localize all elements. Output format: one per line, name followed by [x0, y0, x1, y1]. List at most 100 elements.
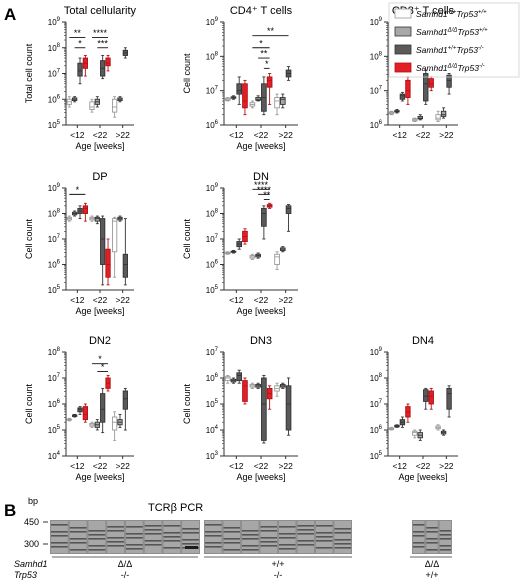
gel-group-samhd1: +/+: [271, 559, 284, 569]
box-dko: [428, 390, 434, 405]
gel-band: [297, 544, 314, 546]
gel-band: [439, 545, 451, 547]
y-tick-label: 106: [206, 373, 219, 383]
significance-label: *: [259, 38, 263, 48]
gel-band: [223, 542, 240, 544]
y-tick-label: 105: [48, 120, 61, 130]
gel-band: [69, 549, 87, 551]
gel-band: [205, 546, 222, 548]
x-tick-label: <12: [229, 461, 244, 471]
legend-gene1: Samhd1: [416, 9, 448, 19]
box-trp53_ko: [236, 83, 243, 95]
box-dko: [405, 79, 411, 98]
gel-band: [260, 545, 277, 547]
gel-band: [163, 532, 181, 534]
gel-band: [126, 526, 143, 528]
box-trp53_ko: [261, 377, 267, 441]
gel-band: [279, 526, 296, 528]
y-tick-label: 108: [370, 51, 383, 61]
legend-sup1: Δ/Δ: [447, 28, 458, 34]
box-wt: [274, 253, 280, 265]
gel-band: [413, 542, 425, 544]
legend-gene2: Trp53: [456, 45, 478, 55]
y-tick-label: 105: [206, 285, 219, 295]
y-tick-label: 103: [206, 451, 219, 461]
x-tick-label: <22: [254, 295, 269, 305]
box-trp53_ko: [122, 253, 128, 278]
gel-lane: [413, 521, 425, 553]
gel-lane: [69, 521, 87, 553]
legend-swatch-samhd1_ko: [394, 26, 412, 37]
gel-panel: TCRβ PCR bp 450 300 Samhd1 Trp53 Δ/Δ-/-+…: [14, 496, 452, 580]
legend-swatch-trp53_ko: [394, 44, 412, 55]
gel-band: [426, 531, 438, 533]
panel-title: DN3: [250, 335, 272, 347]
box-wt: [89, 101, 95, 110]
box-trp53_ko: [261, 207, 267, 227]
gel-band: [334, 532, 351, 534]
y-axis-label: Cell count: [24, 383, 34, 424]
y-tick-label: 107: [206, 347, 219, 357]
gel-band: [205, 542, 222, 544]
gel-band: [413, 546, 425, 548]
gel-lane: [242, 521, 259, 553]
box-wt: [412, 430, 418, 436]
gel-band: [260, 537, 277, 539]
gel-band: [279, 533, 296, 535]
box-dko: [82, 406, 89, 421]
box-trp53_ko: [399, 93, 406, 100]
gel-band: [223, 549, 240, 551]
gel-band: [144, 544, 162, 546]
gel-band: [51, 524, 68, 526]
x-tick-label: <12: [70, 130, 85, 140]
legend-sup2: +/+: [479, 28, 488, 34]
y-tick-label: 109: [370, 347, 383, 357]
gel-lane: [223, 521, 240, 553]
gel-band: [205, 531, 222, 533]
gel-band: [297, 540, 314, 542]
legend-sup2: +/+: [478, 10, 487, 16]
x-tick-label: <22: [254, 461, 269, 471]
gel-band: [126, 537, 143, 539]
gel-marker-300: 300: [24, 539, 39, 549]
panel-letter-a: A: [4, 5, 16, 24]
x-tick-label: <22: [416, 461, 431, 471]
box-wt: [111, 416, 118, 431]
gel-group-labels: Δ/Δ-/-+/+-/-Δ/Δ+/+: [52, 556, 452, 580]
gel-group-samhd1: Δ/Δ: [425, 559, 440, 569]
y-tick-label: 107: [48, 234, 61, 244]
gel-band: [144, 533, 162, 535]
y-tick-label: 107: [206, 86, 219, 96]
panel-title: DN4: [412, 335, 434, 347]
significance-label: **: [263, 190, 271, 200]
box-dko: [266, 76, 273, 88]
y-tick-label: 108: [48, 43, 61, 53]
y-tick-label: 108: [206, 51, 219, 61]
gel-band: [439, 530, 451, 532]
gel-band: [88, 530, 106, 532]
gel-band: [69, 527, 87, 529]
y-tick-label: 109: [48, 183, 61, 193]
y-tick-label: 106: [48, 94, 61, 104]
legend-swatch-wt: [394, 8, 412, 19]
gel-band: [242, 534, 259, 536]
y-tick-label: 104: [206, 425, 219, 435]
legend-gene1: Samhd1: [416, 27, 448, 37]
legend-label-trp53_ko: Samhd1+/+Trp53-/-: [416, 45, 484, 55]
gel-band: [163, 536, 181, 538]
gel-band: [316, 532, 333, 534]
box-trp53_ko: [446, 74, 452, 88]
box-trp53_ko: [77, 407, 83, 413]
legend-gene2: Trp53: [457, 63, 479, 73]
box-dko: [82, 205, 89, 214]
box-wt: [111, 218, 118, 253]
gel-band: [182, 543, 199, 545]
gel-band: [242, 545, 259, 547]
gel-band: [260, 526, 277, 528]
box-samhd1_ko: [417, 115, 423, 120]
x-tick-label: >22: [115, 295, 130, 305]
